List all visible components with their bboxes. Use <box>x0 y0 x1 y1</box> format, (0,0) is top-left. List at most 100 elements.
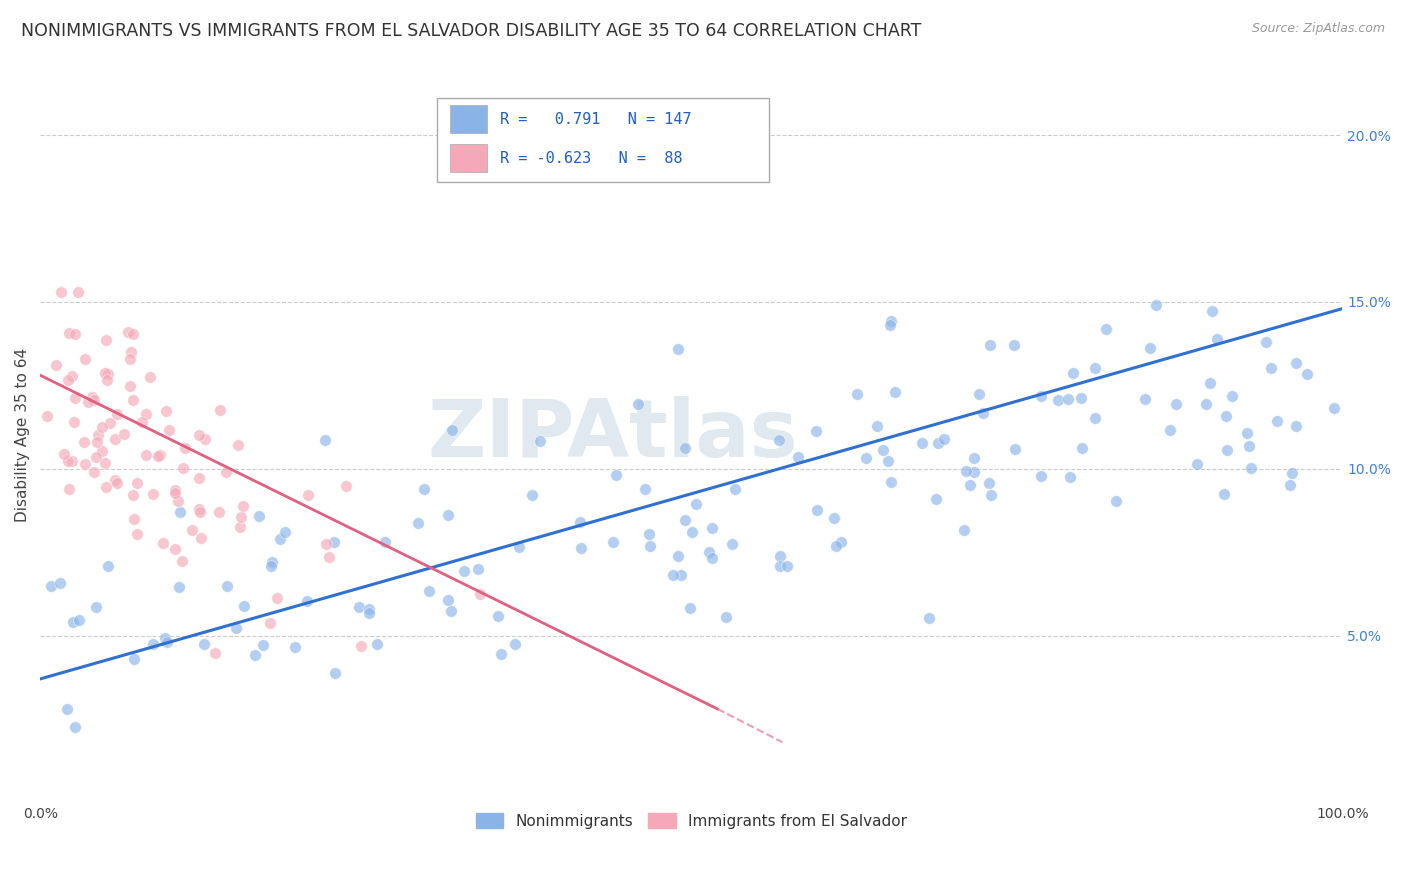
Point <box>359 602 381 616</box>
Point <box>627 397 650 411</box>
Point <box>824 539 846 553</box>
Point <box>1323 401 1346 415</box>
Point <box>152 536 174 550</box>
Point <box>468 587 491 601</box>
Point <box>1139 341 1161 355</box>
Point <box>149 448 172 462</box>
Point <box>172 461 194 475</box>
Point <box>406 516 429 530</box>
Point <box>1105 493 1128 508</box>
Point <box>768 433 790 447</box>
Point <box>955 464 977 478</box>
Point <box>1278 477 1301 491</box>
Point <box>167 493 190 508</box>
Point <box>374 535 396 549</box>
Point <box>1198 376 1220 390</box>
Point <box>721 537 744 551</box>
Point <box>155 404 177 418</box>
Point <box>127 476 149 491</box>
Point <box>63 327 86 342</box>
Point <box>146 450 169 464</box>
Point <box>350 639 373 653</box>
Point <box>98 416 121 430</box>
Point <box>1062 366 1084 380</box>
Point <box>681 524 703 539</box>
Point <box>127 527 149 541</box>
Point <box>53 447 76 461</box>
Point <box>84 450 107 464</box>
Point <box>662 567 685 582</box>
Point <box>436 593 458 607</box>
Point <box>139 369 162 384</box>
Point <box>284 640 307 654</box>
Point <box>673 441 696 455</box>
Point <box>209 403 232 417</box>
Point <box>156 634 179 648</box>
Point <box>1260 361 1282 376</box>
Point <box>181 523 204 537</box>
Point <box>35 409 58 424</box>
Point <box>638 526 661 541</box>
Point <box>700 521 723 535</box>
Point <box>194 432 217 446</box>
Point <box>876 454 898 468</box>
Point <box>1256 334 1278 349</box>
Point <box>63 415 86 429</box>
Point <box>323 535 346 549</box>
Point <box>366 637 388 651</box>
Point <box>776 558 799 573</box>
Point <box>91 443 114 458</box>
Point <box>1057 392 1080 406</box>
Point <box>167 580 190 594</box>
Point <box>232 499 254 513</box>
Point <box>769 559 792 574</box>
Point <box>65 720 87 734</box>
Point <box>977 475 1000 490</box>
Point <box>1144 298 1167 312</box>
Point <box>335 479 357 493</box>
Point <box>107 475 129 490</box>
Point <box>120 344 142 359</box>
Point <box>297 488 319 502</box>
Point <box>467 562 489 576</box>
Point <box>247 508 270 523</box>
Point <box>93 456 115 470</box>
Point <box>58 482 80 496</box>
Point <box>252 639 274 653</box>
Point <box>823 511 845 525</box>
Point <box>245 648 267 662</box>
Point <box>1071 441 1094 455</box>
Text: NONIMMIGRANTS VS IMMIGRANTS FROM EL SALVADOR DISABILITY AGE 35 TO 64 CORRELATION: NONIMMIGRANTS VS IMMIGRANTS FROM EL SALV… <box>21 22 921 40</box>
Point <box>73 457 96 471</box>
Point <box>959 477 981 491</box>
Point <box>226 438 249 452</box>
Point <box>73 434 96 449</box>
Point <box>94 480 117 494</box>
Point <box>56 702 79 716</box>
Point <box>1084 410 1107 425</box>
Point <box>269 532 291 546</box>
Point <box>105 407 128 421</box>
Point <box>963 465 986 479</box>
Point <box>723 482 745 496</box>
Point <box>768 549 790 563</box>
Point <box>967 386 990 401</box>
Point <box>124 652 146 666</box>
Point <box>60 369 83 384</box>
Point <box>866 418 889 433</box>
Point <box>963 450 986 465</box>
Point <box>232 599 254 614</box>
Point <box>193 637 215 651</box>
Point <box>75 351 97 366</box>
Point <box>700 551 723 566</box>
Point <box>169 505 191 519</box>
Point <box>67 614 90 628</box>
Point <box>1004 442 1026 456</box>
Point <box>804 424 827 438</box>
Point <box>60 454 83 468</box>
Point <box>357 606 380 620</box>
Point <box>569 541 592 555</box>
Point <box>568 515 591 529</box>
Point <box>229 510 252 524</box>
Point <box>188 502 211 516</box>
